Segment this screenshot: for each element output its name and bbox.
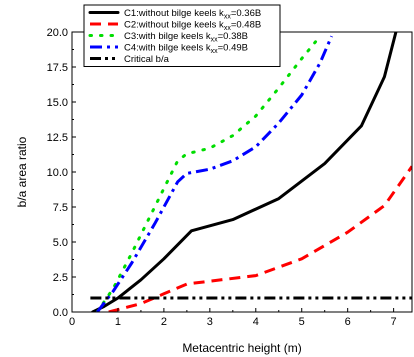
x-tick-label: 5 (299, 316, 305, 328)
legend: C1:without bilge keels kxx=0.36BC2:witho… (83, 4, 281, 67)
x-tick-label: 7 (391, 316, 397, 328)
legend-entry-subscript: xx (224, 14, 232, 21)
legend-entry-4: C4:with bilge keels kxx=0.49B (124, 43, 248, 56)
y-axis-label: b/a area ratio (15, 136, 29, 207)
x-tick-label: 2 (161, 316, 167, 328)
legend-entry-text: C2:without bilge keels k (124, 20, 224, 31)
y-tick-label: 15.0 (47, 97, 68, 109)
ticks-layer: 0 1 2 3 4 5 6 7 0.0 2.5 5.0 7.5 10.0 12.5 15.0 17.5 20.0 (47, 27, 397, 328)
series-line-1 (91, 32, 398, 312)
plot-frame (71, 31, 413, 313)
legend-box (83, 4, 281, 67)
y-tick-label: 2.5 (53, 272, 68, 284)
legend-entry-text: Critical b/a (124, 54, 170, 65)
legend-entry-2: C2:without bilge keels kxx=0.48B (124, 20, 261, 33)
legend-entry-1: C1:without bilge keels kxx=0.36B (124, 8, 261, 21)
legend-entry-text: C1:without bilge keels k (124, 8, 224, 19)
x-tick-label: 0 (69, 316, 75, 328)
series-line-3 (95, 40, 318, 312)
y-tick-label: 7.5 (53, 202, 68, 214)
y-tick-label: 10.0 (47, 167, 68, 179)
x-tick-label: 1 (115, 316, 121, 328)
legend-entry-text: =0.36B (231, 8, 261, 19)
legend-entry-subscript: xx (211, 48, 219, 55)
legend-entry-subscript: xx (211, 37, 219, 44)
legend-entry-text: C4:with bilge keels k (124, 43, 211, 54)
legend-entry-5: Critical b/a (124, 54, 170, 65)
legend-entry-text: =0.38B (218, 31, 248, 42)
y-tick-label: 5.0 (53, 237, 68, 249)
legend-entry-3: C3:with bilge keels kxx=0.38B (124, 31, 248, 44)
legend-entry-text: C3:with bilge keels k (124, 31, 211, 42)
series-line-2 (108, 165, 412, 312)
x-tick-label: 6 (345, 316, 351, 328)
y-tick-label: 17.5 (47, 62, 68, 74)
x-tick-label: 3 (207, 316, 213, 328)
x-axis-label: Metacentric height (m) (182, 341, 301, 355)
y-tick-label: 12.5 (47, 132, 68, 144)
y-tick-label: 20.0 (47, 27, 68, 39)
series-line-4 (96, 35, 333, 312)
series-layer (90, 32, 412, 312)
legend-entry-subscript: xx (224, 25, 232, 32)
x-tick-label: 4 (253, 316, 259, 328)
y-tick-label: 0.0 (53, 307, 68, 319)
legend-entry-text: =0.49B (218, 43, 248, 54)
legend-entry-text: =0.48B (231, 20, 261, 31)
